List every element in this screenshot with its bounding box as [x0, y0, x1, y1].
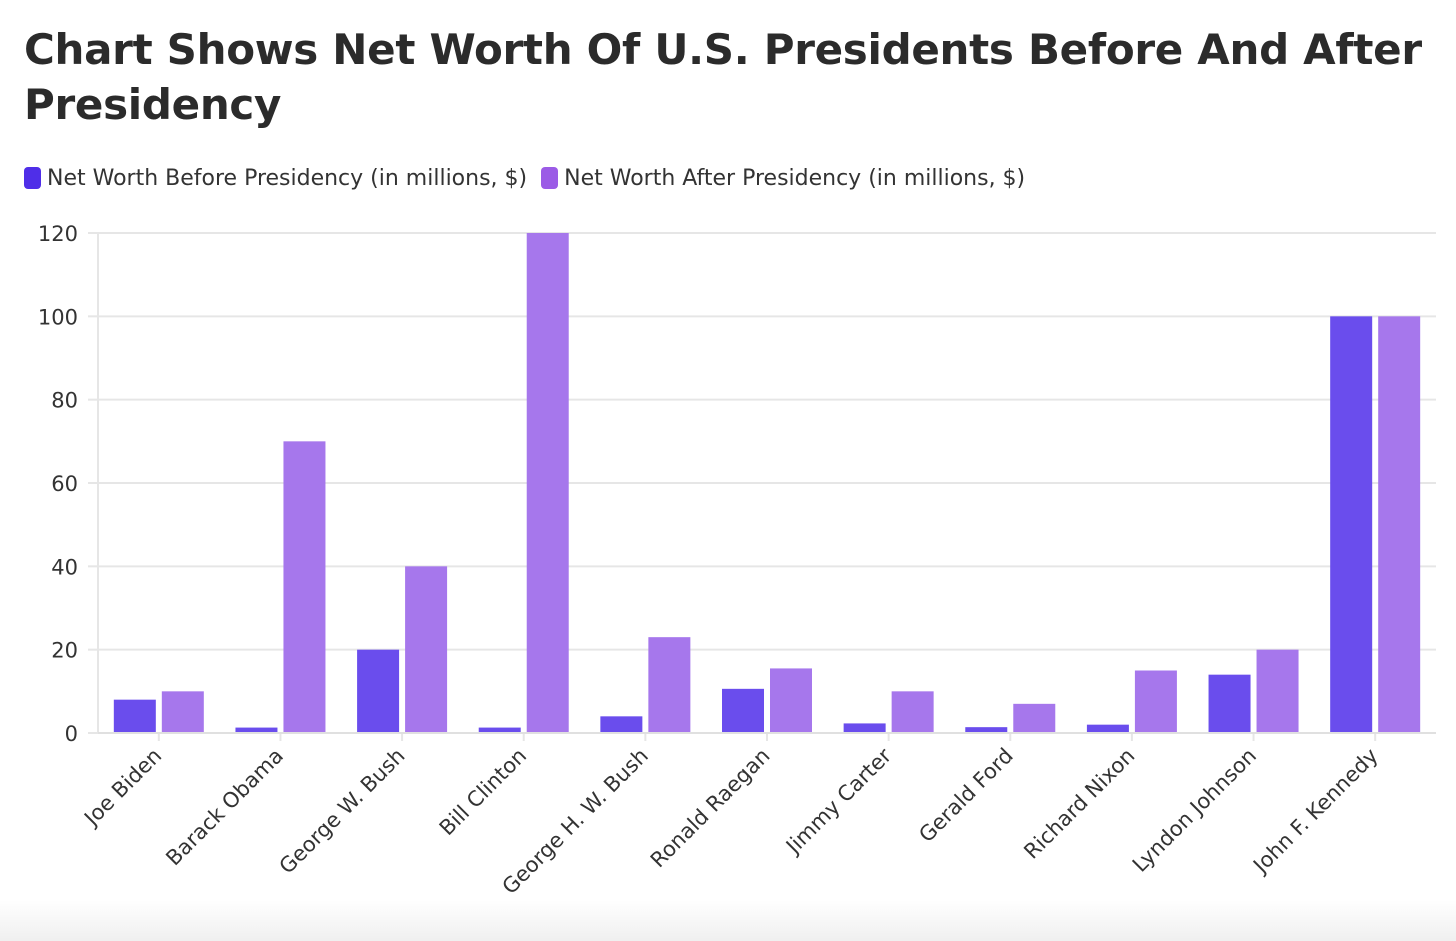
- y-tick-label: 100: [38, 305, 78, 329]
- bar-before-john-f-kennedy[interactable]: [1330, 316, 1373, 733]
- bar-before-joe-biden[interactable]: [113, 699, 156, 733]
- y-tick-label: 20: [51, 639, 78, 663]
- bar-after-jimmy-carter[interactable]: [891, 691, 934, 733]
- y-tick-label: 120: [38, 222, 78, 246]
- bars: [113, 233, 1421, 734]
- legend-swatch-after: [541, 167, 559, 189]
- x-tick-label: Jimmy Carter: [780, 743, 896, 859]
- bar-after-barack-obama[interactable]: [283, 441, 326, 733]
- bar-after-george-h-w-bush[interactable]: [648, 637, 691, 733]
- bar-after-ronald-raegan[interactable]: [770, 668, 812, 733]
- bar-before-gerald-ford[interactable]: [965, 727, 1008, 733]
- x-tick-label: Bill Clinton: [435, 744, 532, 841]
- y-tick-label: 80: [51, 389, 78, 413]
- bar-before-barack-obama[interactable]: [235, 727, 278, 733]
- x-tick-label: Ronald Raegan: [646, 744, 775, 873]
- bar-before-lyndon-johnson[interactable]: [1208, 674, 1251, 733]
- legend-label-after: Net Worth After Presidency (in millions,…: [564, 165, 1026, 191]
- legend-label-before: Net Worth Before Presidency (in millions…: [47, 165, 528, 191]
- bar-before-bill-clinton[interactable]: [478, 727, 521, 733]
- bar-before-jimmy-carter[interactable]: [843, 723, 886, 733]
- x-tick-label: Barack Obama: [161, 744, 288, 871]
- legend-swatch-before: [24, 167, 41, 189]
- bar-after-lyndon-johnson[interactable]: [1256, 649, 1299, 733]
- x-tick-label: Joe Biden: [78, 744, 166, 832]
- bar-after-john-f-kennedy[interactable]: [1378, 316, 1421, 733]
- x-tick-label: Gerald Ford: [914, 744, 1017, 847]
- bottom-fade: [0, 900, 1456, 941]
- bar-after-joe-biden[interactable]: [161, 691, 204, 733]
- bar-before-ronald-raegan[interactable]: [722, 688, 764, 733]
- legend-item-after[interactable]: Net Worth After Presidency (in millions,…: [541, 166, 1025, 191]
- y-tick-label: 40: [51, 555, 78, 579]
- y-tick-label: 60: [51, 472, 78, 496]
- bar-before-george-w-bush[interactable]: [357, 649, 400, 733]
- x-tick-label: John F. Kennedy: [1247, 744, 1382, 879]
- bar-before-george-h-w-bush[interactable]: [600, 716, 643, 733]
- x-tick-label: Richard Nixon: [1019, 744, 1139, 864]
- bar-after-george-w-bush[interactable]: [405, 566, 448, 733]
- bar-after-bill-clinton[interactable]: [526, 233, 569, 733]
- x-tick-label: Lyndon Johnson: [1128, 744, 1261, 877]
- bar-before-richard-nixon[interactable]: [1086, 724, 1129, 733]
- chart-title: Chart Shows Net Worth Of U.S. Presidents…: [24, 25, 1422, 129]
- bar-after-gerald-ford[interactable]: [1013, 703, 1056, 733]
- bar-after-richard-nixon[interactable]: [1134, 670, 1177, 734]
- chart-legend: Net Worth Before Presidency (in millions…: [24, 163, 1039, 193]
- x-tick-label: George W. Bush: [275, 744, 410, 879]
- legend-item-before[interactable]: Net Worth Before Presidency (in millions…: [24, 166, 527, 191]
- y-tick-label: 0: [65, 722, 78, 746]
